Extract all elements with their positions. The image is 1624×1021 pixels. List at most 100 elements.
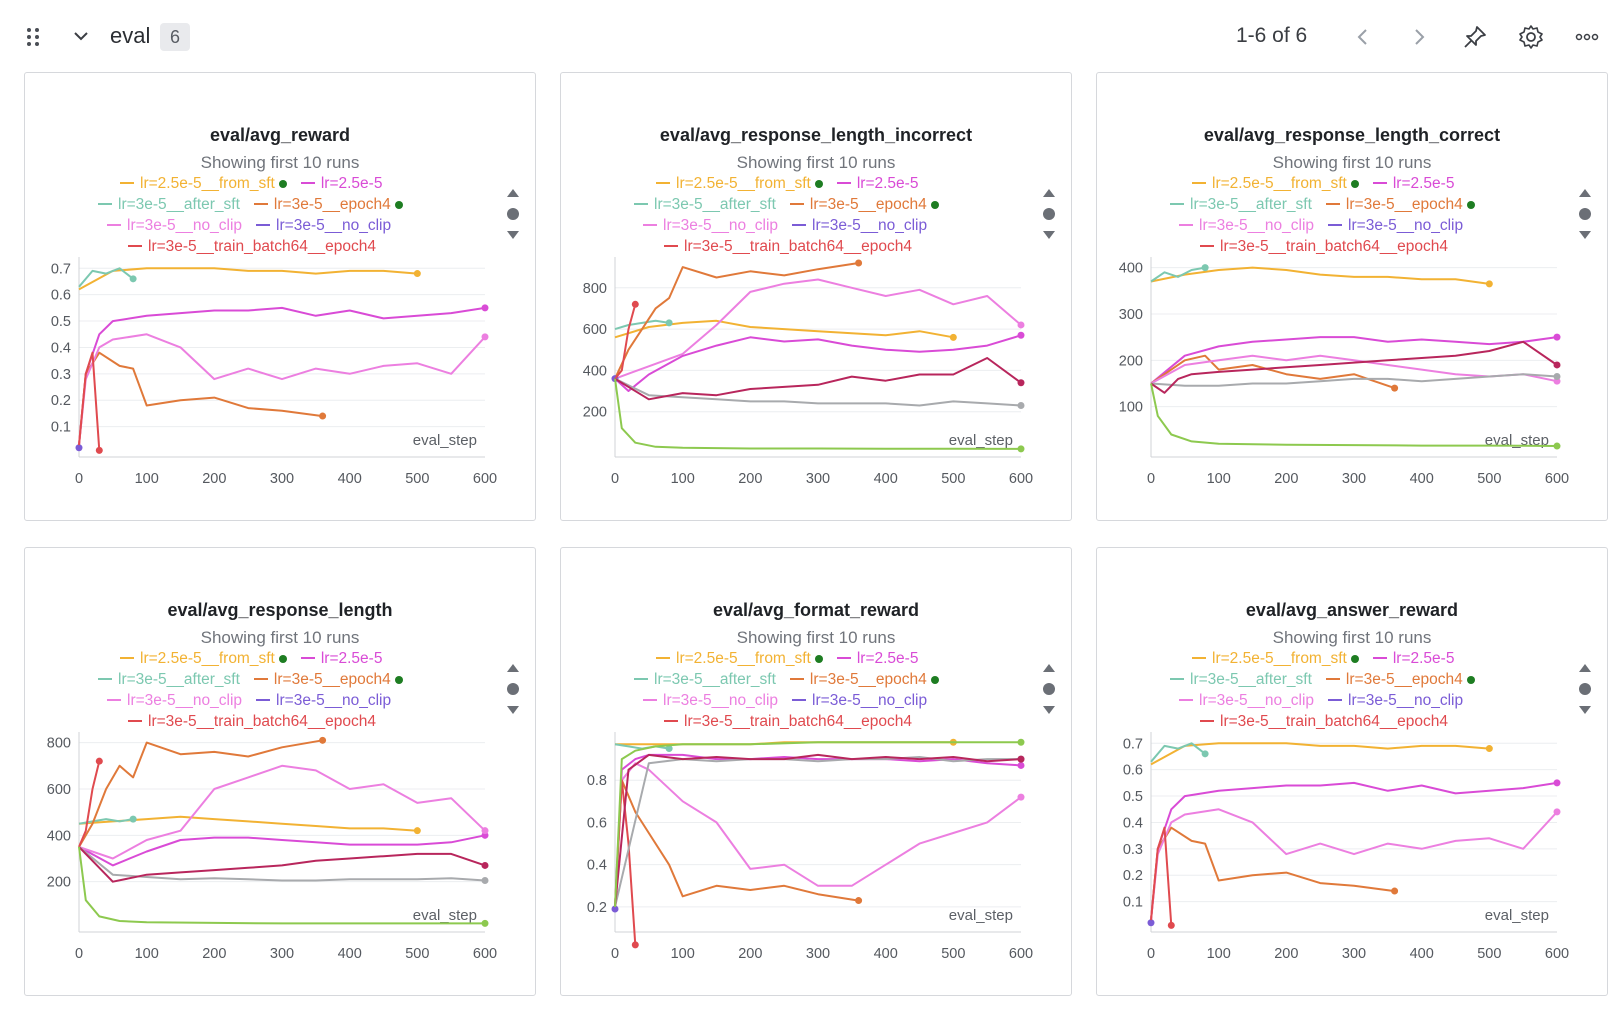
legend-item[interactable]: lr=2.5e-5__from_sft — [120, 175, 287, 193]
series-line[interactable] — [78, 267, 134, 288]
legend-item[interactable]: lr=3e-5__epoch4 — [253, 196, 403, 214]
legend-item[interactable]: lr=2.5e-5 — [1372, 650, 1454, 668]
chart-panel[interactable]: eval/avg_format_reward Showing first 10 r… — [560, 547, 1072, 996]
legend-scroll-control[interactable] — [503, 185, 523, 249]
line-chart[interactable]: 0.1 0.2 0.3 0.4 0.5 0.6 0.7 0 100 200 300 400 500 600… — [25, 73, 537, 522]
legend-item[interactable]: lr=2.5e-5 — [300, 650, 382, 668]
legend-item[interactable]: lr=2.5e-5__from_sft — [656, 175, 823, 193]
legend-item[interactable]: lr=3e-5__no_clip — [1328, 217, 1463, 235]
legend-item[interactable]: lr=3e-5__train_batch64__epoch4 — [664, 238, 912, 256]
series-line[interactable] — [78, 267, 418, 291]
legend-item[interactable]: lr=3e-5__epoch4 — [1325, 671, 1475, 689]
legend-item[interactable]: lr=3e-5__no_clip — [643, 217, 778, 235]
drag-handle-icon[interactable] — [24, 26, 44, 48]
scroll-up-icon[interactable] — [507, 189, 519, 197]
legend-item[interactable]: lr=3e-5__train_batch64__epoch4 — [664, 713, 912, 731]
series-line[interactable] — [614, 779, 859, 907]
legend-item[interactable]: lr=3e-5__no_clip — [1179, 217, 1314, 235]
more-icon[interactable] — [1574, 24, 1600, 50]
legend-item[interactable]: lr=3e-5__no_clip — [256, 692, 391, 710]
legend-item[interactable]: lr=3e-5__train_batch64__epoch4 — [1200, 238, 1448, 256]
series-line[interactable] — [1150, 781, 1558, 921]
legend-item[interactable]: lr=3e-5__train_batch64__epoch4 — [128, 238, 376, 256]
series-line[interactable] — [614, 756, 1021, 908]
legend-item[interactable]: lr=3e-5__no_clip — [1179, 692, 1314, 710]
series-line[interactable] — [78, 739, 323, 848]
series-line[interactable] — [1150, 808, 1558, 921]
chart-panel[interactable]: eval/avg_response_length_correct Showing … — [1096, 72, 1608, 521]
legend-item[interactable]: lr=2.5e-5 — [300, 175, 382, 193]
scroll-down-icon[interactable] — [507, 706, 519, 714]
series-line[interactable] — [614, 377, 1022, 407]
legend-item[interactable]: lr=3e-5__after_sft — [634, 196, 776, 214]
scroll-down-icon[interactable] — [507, 231, 519, 239]
series-line[interactable] — [614, 278, 1022, 380]
chevron-down-icon[interactable] — [72, 28, 90, 44]
legend-item[interactable]: lr=3e-5__epoch4 — [789, 671, 939, 689]
legend-item[interactable]: lr=2.5e-5 — [836, 175, 918, 193]
series-line[interactable] — [1150, 354, 1395, 390]
scroll-up-icon[interactable] — [1043, 664, 1055, 672]
scroll-down-icon[interactable] — [1043, 231, 1055, 239]
legend-item[interactable]: lr=3e-5__no_clip — [643, 692, 778, 710]
chart-panel[interactable]: eval/avg_reward Showing first 10 runs lr=2… — [24, 72, 536, 521]
legend-item[interactable]: lr=3e-5__no_clip — [107, 692, 242, 710]
scroll-up-icon[interactable] — [507, 664, 519, 672]
series-line[interactable] — [1150, 340, 1558, 394]
series-line[interactable] — [614, 334, 1022, 392]
legend-item[interactable]: lr=3e-5__no_clip — [107, 217, 242, 235]
legend-item[interactable]: lr=3e-5__no_clip — [792, 217, 927, 235]
legend-item[interactable]: lr=2.5e-5__from_sft — [1192, 650, 1359, 668]
series-line[interactable] — [614, 304, 637, 380]
scroll-down-icon[interactable] — [1043, 706, 1055, 714]
line-chart[interactable]: 200 400 600 800 0 100 200 300 400 500 600 eval_step — [25, 548, 537, 997]
legend-item[interactable]: lr=3e-5__epoch4 — [1325, 196, 1475, 214]
series-line[interactable] — [614, 753, 1022, 907]
series-line[interactable] — [1150, 742, 1490, 766]
line-chart[interactable]: 0.1 0.2 0.3 0.4 0.5 0.6 0.7 0 100 200 300 400 500 600… — [1097, 548, 1609, 997]
chevron-right-icon[interactable] — [1406, 24, 1432, 50]
legend-item[interactable]: lr=3e-5__after_sft — [1170, 196, 1312, 214]
series-line[interactable] — [1150, 266, 1490, 285]
legend-item[interactable]: lr=3e-5__no_clip — [792, 692, 927, 710]
chart-panel[interactable]: eval/avg_response_length_incorrect Showin… — [560, 72, 1072, 521]
chart-panel[interactable]: eval/avg_response_length Showing first 10… — [24, 547, 536, 996]
series-line[interactable] — [78, 846, 486, 883]
series-line[interactable] — [1150, 826, 1173, 926]
series-line[interactable] — [1150, 742, 1206, 763]
legend-item[interactable]: lr=3e-5__after_sft — [98, 671, 240, 689]
series-line[interactable] — [78, 760, 101, 848]
legend-scroll-control[interactable] — [1575, 185, 1595, 249]
series-line[interactable] — [614, 741, 1021, 907]
series-line[interactable] — [614, 262, 859, 380]
legend-item[interactable]: lr=3e-5__train_batch64__epoch4 — [128, 713, 376, 731]
series-line[interactable] — [1150, 336, 1558, 385]
line-chart[interactable]: 0.2 0.4 0.6 0.8 0 100 200 300 400 500 600 eval_step — [561, 548, 1073, 997]
series-line[interactable] — [614, 762, 1022, 907]
gear-icon[interactable] — [1518, 24, 1544, 50]
legend-item[interactable]: lr=3e-5__after_sft — [1170, 671, 1312, 689]
legend-item[interactable]: lr=2.5e-5__from_sft — [656, 650, 823, 668]
pin-icon[interactable] — [1462, 24, 1488, 50]
legend-scroll-control[interactable] — [1575, 660, 1595, 724]
legend-item[interactable]: lr=2.5e-5 — [836, 650, 918, 668]
series-line[interactable] — [78, 333, 486, 446]
series-line[interactable] — [614, 319, 670, 331]
series-line[interactable] — [1150, 266, 1206, 283]
legend-item[interactable]: lr=3e-5__after_sft — [98, 196, 240, 214]
legend-item[interactable]: lr=3e-5__after_sft — [634, 671, 776, 689]
legend-item[interactable]: lr=2.5e-5__from_sft — [1192, 175, 1359, 193]
legend-item[interactable]: lr=3e-5__no_clip — [256, 217, 391, 235]
scroll-down-icon[interactable] — [1579, 231, 1591, 239]
legend-item[interactable]: lr=3e-5__train_batch64__epoch4 — [1200, 713, 1448, 731]
line-chart[interactable]: 200 400 600 800 0 100 200 300 400 500 600 eval_step — [561, 73, 1073, 522]
legend-item[interactable]: lr=3e-5__epoch4 — [789, 196, 939, 214]
legend-scroll-control[interactable] — [1039, 185, 1059, 249]
scroll-down-icon[interactable] — [1579, 706, 1591, 714]
scroll-up-icon[interactable] — [1579, 664, 1591, 672]
series-line[interactable] — [78, 846, 486, 882]
chart-panel[interactable]: eval/avg_answer_reward Showing first 10 r… — [1096, 547, 1608, 996]
chevron-left-icon[interactable] — [1350, 24, 1376, 50]
series-line[interactable] — [614, 378, 1022, 450]
